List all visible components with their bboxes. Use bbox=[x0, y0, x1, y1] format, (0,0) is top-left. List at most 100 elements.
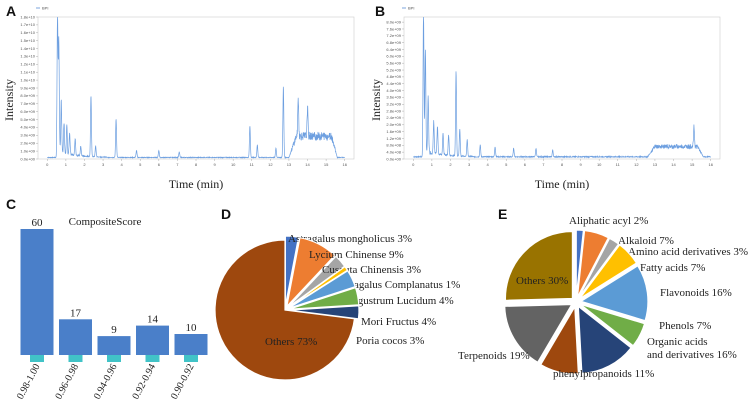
pie-slice bbox=[504, 303, 573, 364]
y-tick-label: 3.0e+09 bbox=[20, 133, 35, 138]
x-tick-label: 8 bbox=[561, 162, 564, 167]
y-tick-label: 1.8e+10 bbox=[20, 14, 35, 19]
pie-slice-label: Others 30% bbox=[516, 275, 568, 287]
pie-slice-label: Poria cocos 3% bbox=[356, 335, 424, 347]
x-tick-label: 16 bbox=[342, 162, 347, 167]
pie-slice bbox=[284, 235, 300, 307]
y-tick-label: 1.5e+10 bbox=[20, 38, 35, 43]
y-tick-label: 0.0e+00 bbox=[20, 156, 35, 161]
x-tick-label: 12 bbox=[268, 162, 273, 167]
bar-category-label: 0.98-1.00 bbox=[15, 362, 43, 401]
x-tick-label: 3 bbox=[102, 162, 105, 167]
y-tick-label: 4.4e+09 bbox=[386, 81, 401, 86]
legend-label-a: BPI bbox=[42, 6, 48, 11]
y-tick-label: 1.1e+10 bbox=[20, 70, 35, 75]
x-ticks-a: 0 1 2 3 4 5 6 7 8 9 10 11 12 13 14 15 16 bbox=[46, 159, 348, 167]
y-tick-label: 7.0e+09 bbox=[20, 101, 35, 106]
x-tick-label: 4 bbox=[121, 162, 124, 167]
y-tick-label: 1.3e+10 bbox=[20, 54, 35, 59]
pie-slice bbox=[288, 286, 360, 310]
pie-slice-label: Alkaloid 7% bbox=[618, 235, 674, 247]
pie-slice bbox=[539, 304, 580, 375]
x-tick-label: 15 bbox=[690, 162, 695, 167]
x-tick-label: 8 bbox=[195, 162, 198, 167]
pie-slice-label: Phenols 7% bbox=[659, 320, 711, 332]
pie-slice-label: phenylpropanoids 11% bbox=[553, 368, 654, 380]
y-tick-label: 1.2e+09 bbox=[386, 136, 401, 141]
pie-slice bbox=[285, 236, 336, 309]
x-axis-label-a: Time (min) bbox=[169, 177, 224, 191]
x-tick-label: 5 bbox=[139, 162, 142, 167]
panel-label-d: D bbox=[221, 206, 231, 222]
y-tick-label: 9.0e+09 bbox=[20, 85, 35, 90]
x-tick-label: 2 bbox=[449, 162, 452, 167]
pie-slice bbox=[504, 230, 574, 301]
x-tick-label: 16 bbox=[708, 162, 713, 167]
y-tick-label: 3.6e+09 bbox=[386, 95, 401, 100]
panel-label-c: C bbox=[6, 196, 16, 212]
pie-slice-label: Fatty acids 7% bbox=[640, 262, 705, 274]
pie-slice-label: Flavonoids 16% bbox=[660, 287, 732, 299]
y-tick-label: 7.2e+09 bbox=[386, 33, 401, 38]
x-tick-label: 0 bbox=[46, 162, 49, 167]
bar bbox=[20, 229, 54, 355]
chromatogram-trace-a bbox=[47, 16, 345, 159]
x-tick-label: 11 bbox=[616, 162, 621, 167]
y-tick-label: 5.0e+09 bbox=[20, 117, 35, 122]
y-axis-label-b: Intensity bbox=[369, 79, 383, 121]
bar bbox=[174, 334, 208, 355]
bar-chart-title: CompositeScore bbox=[69, 216, 142, 228]
bar-category-label: 0.90-0.92 bbox=[169, 362, 197, 401]
bar-category-label: 0.92-0.94 bbox=[130, 362, 158, 401]
y-tick-label: 6.0e+09 bbox=[386, 54, 401, 59]
y-tick-label: 2.4e+09 bbox=[386, 115, 401, 120]
panel-label-a: A bbox=[6, 3, 16, 19]
chromatogram-a: BPI 0.0e+00 1.0e+09 2.0e+09 3.0e+09 4.0e+09 5… bbox=[2, 6, 355, 191]
y-tick-label: 1.6e+09 bbox=[386, 129, 401, 134]
pie-slice bbox=[288, 269, 356, 309]
y-tick-label: 1.7e+10 bbox=[20, 22, 35, 27]
y-tick-label: 2.8e+09 bbox=[386, 108, 401, 113]
x-tick-label: 1 bbox=[431, 162, 434, 167]
x-tick-label: 9 bbox=[213, 162, 216, 167]
y-axis-label-a: Intensity bbox=[2, 79, 16, 121]
x-tick-label: 13 bbox=[653, 162, 658, 167]
pie-slice-label: Mori Fructus 4% bbox=[361, 316, 436, 328]
y-tick-label: 5.2e+09 bbox=[386, 67, 401, 72]
y-tick-label: 4.0e+09 bbox=[20, 125, 35, 130]
x-axis-label-b: Time (min) bbox=[535, 177, 590, 191]
y-tick-label: 2.0e+09 bbox=[20, 141, 35, 146]
x-tick-label: 15 bbox=[324, 162, 329, 167]
x-tick-label: 1 bbox=[65, 162, 68, 167]
bar-value-label: 60 bbox=[32, 217, 44, 229]
pie-slice bbox=[576, 229, 610, 298]
x-tick-label: 9 bbox=[579, 162, 582, 167]
y-tick-label: 1.6e+10 bbox=[20, 30, 35, 35]
pie-slice bbox=[579, 243, 638, 300]
y-ticks-b: 0.0e+00 4.0e+088.0e+08 1.2e+09 1.6e+09 2.0e+… bbox=[386, 19, 404, 161]
y-tick-label: 8.0e+08 bbox=[386, 143, 401, 148]
pie-chart-e: Aliphatic acyl 2% Alkaloid 7%Amino acid d… bbox=[458, 215, 748, 380]
y-tick-label: 8.0e+09 bbox=[386, 19, 401, 24]
pie-slice bbox=[578, 237, 620, 299]
y-tick-label: 3.2e+09 bbox=[386, 102, 401, 107]
x-tick-label: 6 bbox=[524, 162, 527, 167]
pie-slice-label: Terpenoids 19% bbox=[458, 350, 530, 362]
pie-slice bbox=[214, 239, 356, 381]
x-tick-label: 11 bbox=[250, 162, 255, 167]
chromatogram-b: BPI 0.0e+00 4.0e+088.0e+08 1.2e+09 1.6e+09 2… bbox=[369, 6, 721, 191]
y-tick-label: 1.0e+09 bbox=[20, 148, 35, 153]
bar bbox=[136, 325, 169, 355]
pie-slice-label: Aliphatic acyl 2% bbox=[569, 215, 648, 227]
y-tick-label: 4.0e+08 bbox=[386, 149, 401, 154]
pie-slice bbox=[287, 265, 349, 309]
chromatogram-trace-b bbox=[413, 16, 711, 159]
legend-label-b: BPI bbox=[408, 6, 414, 11]
bar-value-label: 10 bbox=[186, 322, 198, 334]
panel-label-b: B bbox=[375, 3, 385, 19]
y-tick-label: 0.0e+00 bbox=[386, 156, 401, 161]
pie-slice bbox=[579, 264, 649, 322]
y-ticks-a: 0.0e+00 1.0e+09 2.0e+09 3.0e+09 4.0e+09 5.0e+… bbox=[20, 14, 38, 161]
pie-slice-label: Ligustrum Lucidum 4% bbox=[348, 295, 454, 307]
